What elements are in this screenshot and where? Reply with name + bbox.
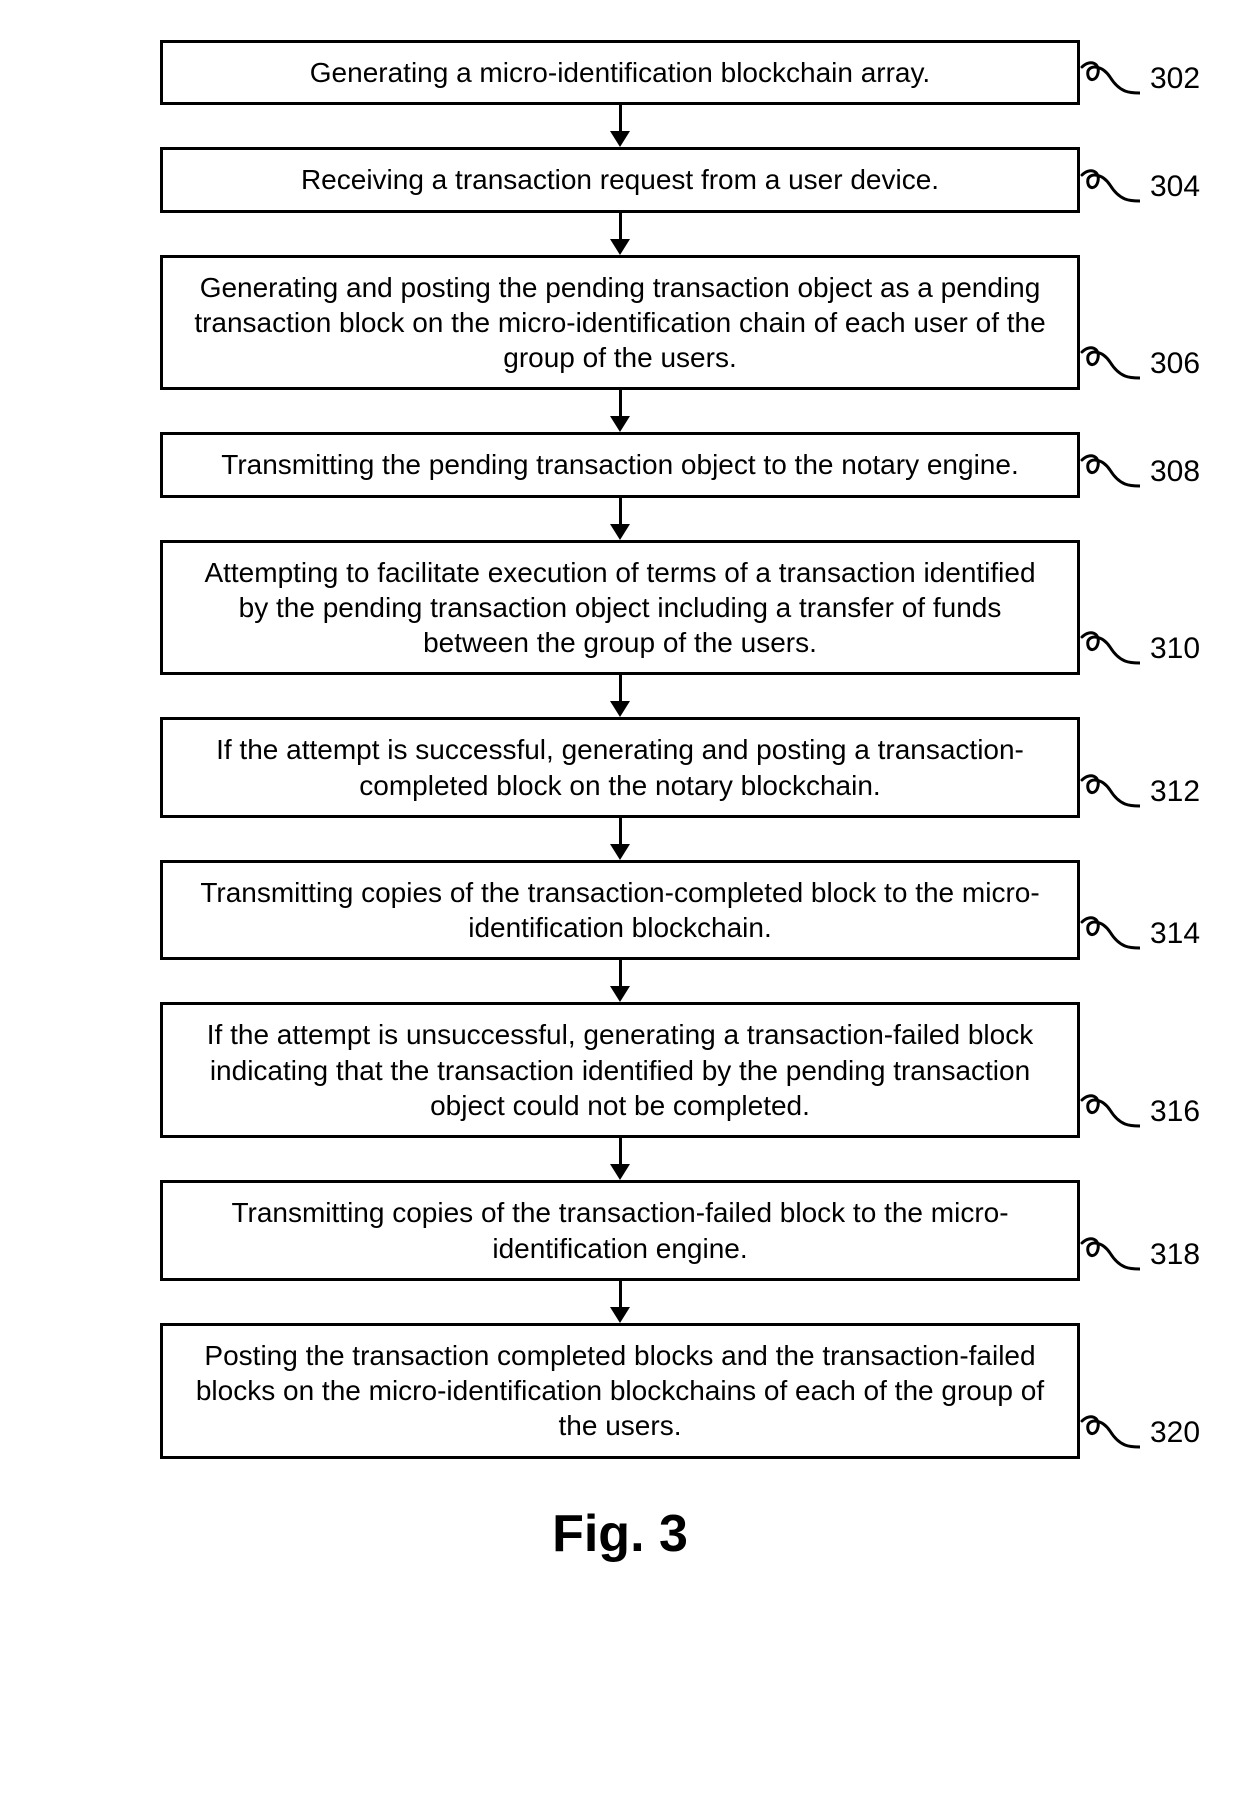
flow-step-box: Transmitting copies of the transaction-c… [160, 860, 1080, 961]
flow-arrow-row [20, 675, 1220, 717]
down-arrow-icon [610, 1138, 630, 1180]
reference-label: 314 [1080, 912, 1220, 960]
reference-label: 310 [1080, 627, 1220, 675]
down-arrow-icon [610, 818, 630, 860]
flow-step-row: If the attempt is successful, generating… [20, 717, 1220, 818]
lead-line-icon [1080, 1233, 1140, 1277]
arrow-head [610, 524, 630, 540]
down-arrow-icon [610, 390, 630, 432]
lead-line-icon [1080, 342, 1140, 386]
reference-label: 302 [1080, 57, 1220, 105]
down-arrow-icon [610, 213, 630, 255]
flow-step-box: Transmitting copies of the transaction-f… [160, 1180, 1080, 1281]
flow-step-row: Generating and posting the pending trans… [20, 255, 1220, 391]
flow-step-text: Transmitting the pending transaction obj… [221, 447, 1018, 482]
arrow-shaft [619, 213, 622, 239]
lead-line-icon [1080, 1090, 1140, 1134]
arrow-head [610, 131, 630, 147]
reference-number: 310 [1150, 632, 1200, 666]
flow-arrow-row [20, 1138, 1220, 1180]
flow-arrow-row [20, 390, 1220, 432]
down-arrow-icon [610, 105, 630, 147]
flow-arrow-row [20, 1281, 1220, 1323]
flow-step-box: Generating and posting the pending trans… [160, 255, 1080, 391]
reference-number: 316 [1150, 1095, 1200, 1129]
arrow-shaft [619, 1138, 622, 1164]
flow-step-text: Transmitting copies of the transaction-f… [187, 1195, 1053, 1266]
down-arrow-icon [610, 498, 630, 540]
lead-line-icon [1080, 627, 1140, 671]
reference-label: 306 [1080, 342, 1220, 390]
reference-number: 306 [1150, 347, 1200, 381]
arrow-head [610, 701, 630, 717]
reference-number: 312 [1150, 775, 1200, 809]
arrow-head [610, 416, 630, 432]
arrow-shaft [619, 105, 622, 131]
reference-number: 314 [1150, 917, 1200, 951]
lead-line-icon [1080, 1411, 1140, 1455]
down-arrow-icon [610, 675, 630, 717]
lead-line-icon [1080, 770, 1140, 814]
reference-number: 304 [1150, 170, 1200, 204]
reference-label: 318 [1080, 1233, 1220, 1281]
flow-step-row: If the attempt is unsuccessful, generati… [20, 1002, 1220, 1138]
flow-step-row: Generating a micro-identification blockc… [20, 40, 1220, 105]
reference-number: 320 [1150, 1416, 1200, 1450]
flow-arrow-row [20, 960, 1220, 1002]
flow-step-box: Generating a micro-identification blockc… [160, 40, 1080, 105]
lead-line-icon [1080, 165, 1140, 209]
lead-line-icon [1080, 912, 1140, 956]
flow-step-text: Posting the transaction completed blocks… [187, 1338, 1053, 1444]
flow-step-row: Attempting to facilitate execution of te… [20, 540, 1220, 676]
reference-number: 302 [1150, 62, 1200, 96]
flowchart-page: Generating a micro-identification blockc… [0, 0, 1240, 1614]
lead-line-icon [1080, 450, 1140, 494]
flow-step-box: If the attempt is successful, generating… [160, 717, 1080, 818]
flow-step-text: Receiving a transaction request from a u… [301, 162, 939, 197]
reference-label: 316 [1080, 1090, 1220, 1138]
down-arrow-icon [610, 1281, 630, 1323]
figure-label: Fig. 3 [552, 1504, 688, 1564]
flow-arrow-row [20, 105, 1220, 147]
flow-step-box: If the attempt is unsuccessful, generati… [160, 1002, 1080, 1138]
flow-step-box: Transmitting the pending transaction obj… [160, 432, 1080, 497]
flow-step-row: Posting the transaction completed blocks… [20, 1323, 1220, 1459]
flowchart-container: Generating a micro-identification blockc… [20, 40, 1220, 1459]
arrow-shaft [619, 498, 622, 524]
arrow-head [610, 1164, 630, 1180]
reference-label: 312 [1080, 770, 1220, 818]
reference-number: 318 [1150, 1238, 1200, 1272]
flow-step-row: Transmitting copies of the transaction-c… [20, 860, 1220, 961]
arrow-head [610, 986, 630, 1002]
arrow-head [610, 844, 630, 860]
flow-step-box: Attempting to facilitate execution of te… [160, 540, 1080, 676]
reference-label: 304 [1080, 165, 1220, 213]
arrow-head [610, 239, 630, 255]
lead-line-icon [1080, 57, 1140, 101]
reference-number: 308 [1150, 455, 1200, 489]
flow-step-text: Generating and posting the pending trans… [187, 270, 1053, 376]
flow-step-text: If the attempt is successful, generating… [187, 732, 1053, 803]
arrow-shaft [619, 675, 622, 701]
flow-step-row: Receiving a transaction request from a u… [20, 147, 1220, 212]
down-arrow-icon [610, 960, 630, 1002]
arrow-shaft [619, 1281, 622, 1307]
flow-step-row: Transmitting copies of the transaction-f… [20, 1180, 1220, 1281]
arrow-shaft [619, 390, 622, 416]
reference-label: 308 [1080, 450, 1220, 498]
arrow-shaft [619, 818, 622, 844]
flow-step-box: Posting the transaction completed blocks… [160, 1323, 1080, 1459]
arrow-head [610, 1307, 630, 1323]
flow-step-text: Attempting to facilitate execution of te… [187, 555, 1053, 661]
arrow-shaft [619, 960, 622, 986]
flow-arrow-row [20, 498, 1220, 540]
flow-step-text: Transmitting copies of the transaction-c… [187, 875, 1053, 946]
flow-step-text: If the attempt is unsuccessful, generati… [187, 1017, 1053, 1123]
flow-step-text: Generating a micro-identification blockc… [310, 55, 930, 90]
flow-arrow-row [20, 213, 1220, 255]
flow-step-row: Transmitting the pending transaction obj… [20, 432, 1220, 497]
reference-label: 320 [1080, 1411, 1220, 1459]
flow-arrow-row [20, 818, 1220, 860]
flow-step-box: Receiving a transaction request from a u… [160, 147, 1080, 212]
